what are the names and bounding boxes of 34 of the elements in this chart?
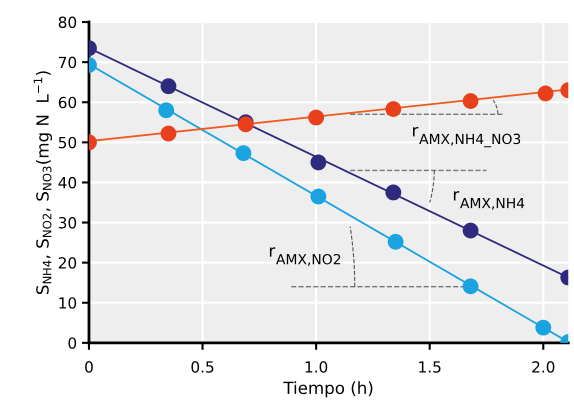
point [385, 184, 402, 200]
y-tick-label: 20 [58, 257, 76, 269]
point [160, 78, 176, 94]
x-tick-label: 2.0 [532, 361, 554, 373]
y-tick-label: 60 [58, 96, 76, 108]
x-tick-label: 1.0 [306, 361, 328, 373]
point [310, 188, 326, 204]
x-tick-label: 0.5 [191, 361, 214, 373]
point [462, 93, 479, 109]
point [310, 154, 326, 170]
y-tick-label: 10 [59, 297, 76, 309]
point [385, 101, 402, 117]
text: S$_{NH4}$, S$_{NO2}$, S$_{NO3}$(mg N L$^{−1}$) [34, 71, 52, 294]
x-tick-label: 1.5 [419, 361, 441, 373]
annotation: rAMX,NH4_NO3 [413, 127, 520, 148]
y-tick-label: 70 [58, 56, 76, 68]
annotation: rAMX,NH4 [454, 191, 524, 210]
point [388, 234, 404, 250]
x-axis-title: Tiempo (h) [283, 381, 372, 398]
point [158, 102, 174, 118]
y-tick-label: 50 [58, 136, 76, 148]
y-tick-label: 0 [68, 337, 76, 349]
point [236, 145, 252, 162]
point [462, 278, 479, 294]
point [462, 222, 479, 238]
point [535, 320, 552, 336]
point [538, 86, 554, 102]
x-tick-label: 0 [85, 361, 93, 373]
y-tick-label: 40 [58, 176, 76, 188]
point [308, 110, 324, 126]
point [160, 126, 176, 142]
y-tick-label: 30 [58, 217, 76, 229]
y-tick-label: 80 [58, 16, 76, 28]
annotation: rAMX,NO2 [270, 247, 340, 266]
